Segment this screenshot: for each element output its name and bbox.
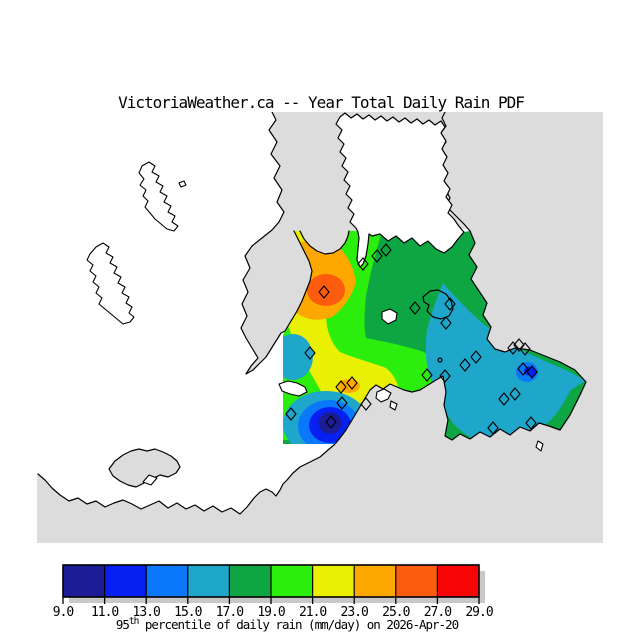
coastline-west [240,112,313,375]
band-25-27-core [307,274,345,306]
colorbar-segment-5 [271,565,313,597]
colorbar: 9.0 11.0 13.0 15.0 17.0 19.0 21.0 23.0 25.0 27.0 2… [53,564,494,632]
colorbar-tick-label-15.0: 15.0 [174,605,201,620]
station-diamond-filled [304,346,316,360]
peninsula-land [335,112,465,268]
colorbar-segment-8 [395,565,438,597]
map-plot-area [37,112,603,543]
station-markers [285,243,538,435]
harbour-islet-2 [389,400,398,411]
station-diamond-open [335,380,347,394]
island-lasqueti [86,242,135,325]
coastline-southeast [37,230,587,515]
station-diamond-open [517,362,529,376]
islet-texada-east [178,180,187,188]
station-diamond-open [336,396,348,410]
pond-dot [437,357,443,363]
station-diamond-open [371,249,383,263]
lake-outline-large [422,289,454,320]
station-diamond-open [459,358,471,372]
station-diamond-open [409,301,421,315]
colorbar-tick-label-25.0: 25.0 [382,605,409,620]
colorbar-tick-label-11.0: 11.0 [91,605,118,620]
station-diamond-open [513,338,525,352]
band-15-17-east [425,283,586,442]
station-diamond-filled [325,415,337,429]
colorbar-tick-label-29.0: 29.0 [465,605,492,620]
islet-southeast [535,440,544,452]
station-diamond-open [519,342,531,356]
colorbar-ticks [62,597,480,604]
station-diamond-filled [526,365,538,379]
sooke-basin-island [142,474,158,486]
colorbar-tick-label-23.0: 23.0 [341,605,368,620]
station-diamond-open [421,368,433,382]
island-west-edge [278,380,308,397]
colorbar-tick-label-13.0: 13.0 [133,605,160,620]
colorbar-tick-labels: 9.0 11.0 13.0 15.0 17.0 19.0 21.0 23.0 25.0 27.0 2… [53,605,494,620]
station-diamond-open [439,369,451,383]
sooke-basin-fill [108,448,181,488]
station-diamond-open [346,376,358,390]
colorbar-tick-label-19.0: 19.0 [257,605,284,620]
colorbar-segment-4 [229,565,271,597]
station-diamond-open [509,387,521,401]
colorbar-segment-2 [146,565,188,597]
station-diamond-open [360,397,372,411]
colorbar-segment-1 [104,565,147,597]
station-diamond-open [357,257,369,271]
colorbar-segment-9 [437,565,479,597]
colorbar-segment-7 [354,565,396,597]
colorbar-tick-label-21.0: 21.0 [299,605,326,620]
harbour-islet-1 [375,388,392,403]
colorbar-caption: 95th percentile of daily rain (mm/day) o… [116,616,459,632]
station-diamond-open [498,392,510,406]
island-texada [138,161,179,232]
colorbar-cells [63,565,479,597]
coastline-bay-notch [299,230,350,255]
colorbar-tick-label-17.0: 17.0 [216,605,243,620]
station-diamond-open [525,416,537,430]
station-diamond-open [285,407,297,421]
station-diamond-open [487,421,499,435]
station-diamond-open [444,297,456,311]
colorbar-segment-3 [187,565,230,597]
figure-title: VictoriaWeather.ca -- Year Total Daily R… [118,93,524,112]
station-diamond-open [318,285,330,299]
colorbar-tick-label-27.0: 27.0 [424,605,451,620]
colorbar-segment-0 [63,565,105,597]
colorbar-segment-6 [312,565,355,597]
station-diamond-open [440,316,452,330]
colorbar-tick-label-9.0: 9.0 [53,605,74,620]
lake-small-white [381,308,398,325]
teal-patch-west [283,334,313,380]
station-diamond-open [380,243,392,257]
station-diamond-open [507,341,519,355]
station-diamond-open [470,350,482,364]
